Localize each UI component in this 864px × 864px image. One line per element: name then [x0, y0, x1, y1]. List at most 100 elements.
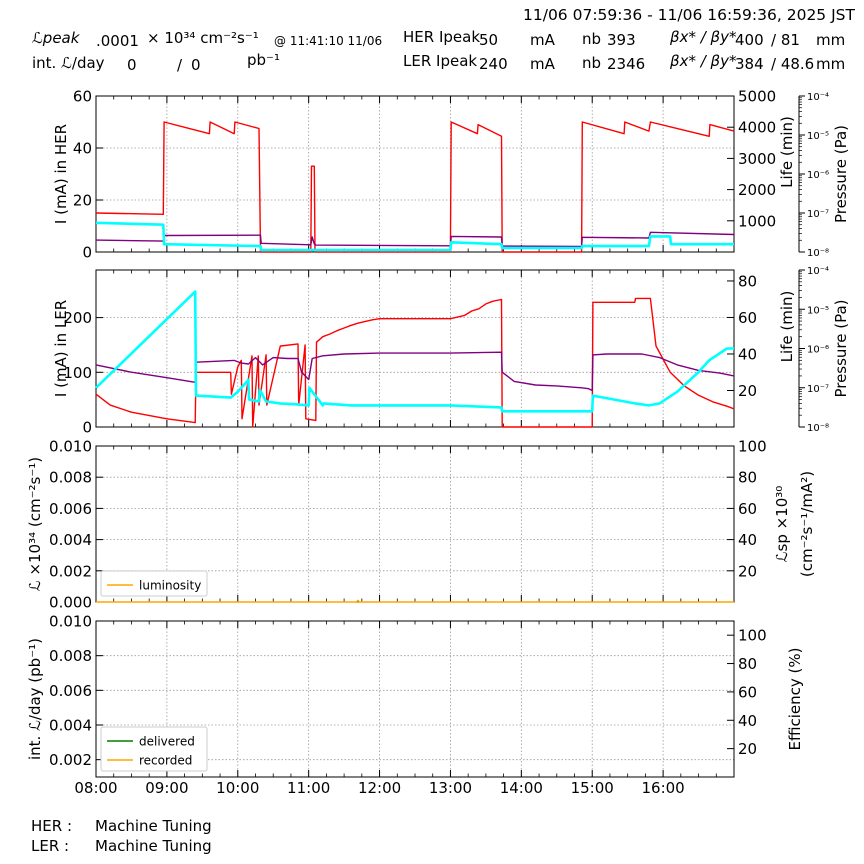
- ler-beta-x: 384: [735, 55, 764, 73]
- y-tick-label: 0.002: [49, 562, 92, 580]
- ler-ipeak-label: LER Ipeak: [403, 52, 478, 70]
- y-tick-label: 0.006: [49, 682, 92, 700]
- her-ipeak-label: HER Ipeak: [403, 28, 480, 46]
- x-tick-label: 13:00: [429, 779, 472, 797]
- y-tick-label: 0.010: [49, 613, 92, 631]
- legend-label-recorded: recorded: [139, 754, 192, 768]
- y-right-tick-label: 100: [738, 438, 767, 456]
- panel-her: 0 20 40 60I (mA) in HER 1000 2000 3000 4000 5000…: [52, 88, 850, 262]
- y-right-tick-label: 80: [738, 272, 757, 290]
- y-tick-label: 0.000: [49, 594, 92, 612]
- x-tick-label: 16:00: [641, 779, 684, 797]
- series-current: [95, 121, 735, 253]
- her-beta-unit: mm: [816, 31, 846, 49]
- y-axis-label: ℒ ×10³⁴ (cm⁻²s⁻¹): [26, 457, 44, 591]
- y-right-tick-label: 2000: [738, 181, 776, 199]
- x-tick-label: 09:00: [145, 779, 188, 797]
- panel-luminosity: 0.000 0.002 0.004 0.006 0.008 0.010 ℒ ×10³⁴ (c…: [26, 438, 816, 612]
- pressure-tick-label: 10⁻⁵: [807, 305, 829, 316]
- ler-beta-unit: mm: [816, 55, 846, 73]
- y-right-tick-label: 20: [738, 562, 757, 580]
- legend-label-luminosity: luminosity: [139, 579, 201, 593]
- x-tick-label: 15:00: [571, 779, 614, 797]
- intl-sep: /: [177, 56, 183, 74]
- lpeak-value: .0001: [96, 32, 139, 50]
- y-right-axis-label: ℒsp ×10³⁰: [773, 486, 791, 563]
- time-range: 11/06 07:59:36 - 11/06 16:59:36, 2025 JS…: [523, 6, 855, 24]
- intl-label: int. ℒ/day: [32, 54, 105, 72]
- pressure-tick-label: 10⁻⁵: [807, 131, 829, 142]
- pressure-tick-label: 10⁻⁴: [807, 266, 829, 277]
- footer-ler-label: LER :: [31, 837, 70, 855]
- her-nb-label: nb: [582, 30, 602, 48]
- y-tick-label: 0.006: [49, 500, 92, 518]
- her-beta-label: βx* / βy*: [670, 28, 737, 46]
- y-right-tick-label: 40: [738, 345, 757, 363]
- y-right-axis-label-units: (cm⁻²s⁻¹/mA²): [798, 471, 816, 577]
- y-right-tick-label: 60: [738, 309, 757, 327]
- y-tick-label: 200: [63, 309, 92, 327]
- series-current: [95, 297, 735, 428]
- pressure-axis-label: Pressure (Pa): [832, 125, 850, 223]
- y-tick-label: 0.008: [49, 469, 92, 487]
- x-tick-label: 08:00: [74, 779, 117, 797]
- series-luminosity: [96, 599, 734, 603]
- y-right-tick-label: 40: [738, 531, 757, 549]
- y-axis-label: I (mA) in LER: [52, 300, 70, 397]
- intl-unit: pb⁻¹: [247, 51, 280, 69]
- pressure-tick-label: 10⁻⁷: [807, 209, 829, 220]
- ler-nb-value: 2346: [607, 55, 646, 73]
- her-beta-y: / 81: [771, 31, 800, 49]
- legend-box: [100, 570, 208, 597]
- x-tick-label: 10:00: [216, 779, 259, 797]
- ler-ipeak-unit: mA: [530, 55, 555, 73]
- legend: luminosity: [100, 570, 208, 597]
- pressure-tick-label: 10⁻⁸: [807, 248, 829, 259]
- intl-recorded: 0: [191, 56, 201, 74]
- y-right-tick-label: 60: [738, 500, 757, 518]
- pressure-axis-label: Pressure (Pa): [832, 299, 850, 397]
- y-right-tick-label: 20: [738, 382, 757, 400]
- pressure-tick-label: 10⁻⁶: [807, 170, 829, 181]
- y-right-tick-label: 100: [738, 627, 767, 645]
- y-tick-label: 0.002: [49, 751, 92, 769]
- y-tick-label: 0.008: [49, 647, 92, 665]
- series-pressure: [95, 221, 734, 252]
- footer-her-label: HER :: [31, 817, 73, 835]
- series-pressure: [95, 290, 734, 413]
- footer-her-status: Machine Tuning: [95, 817, 212, 835]
- her-beta-x: 400: [735, 31, 764, 49]
- y-right-tick-label: 60: [738, 683, 757, 701]
- series-life: [95, 231, 735, 248]
- x-tick-label: 12:00: [358, 779, 401, 797]
- y-tick-label: 20: [73, 192, 92, 210]
- y-right-axis-label: Life (min): [778, 291, 796, 363]
- y-right-axis-label: Efficiency (%): [786, 648, 804, 751]
- y-tick-label: 0: [82, 244, 92, 262]
- x-tick-label: 14:00: [500, 779, 543, 797]
- y-tick-label: 0.004: [49, 717, 92, 735]
- ler-beta-y: / 48.6: [771, 55, 815, 73]
- series-life: [95, 351, 735, 392]
- y-right-tick-label: 40: [738, 712, 757, 730]
- legend: delivered recorded: [100, 726, 208, 772]
- y-right-tick-label: 80: [738, 469, 757, 487]
- lpeak-label: ℒpeak: [32, 29, 80, 47]
- ler-nb-label: nb: [582, 54, 602, 72]
- y-right-tick-label: 80: [738, 655, 757, 673]
- y-tick-label: 40: [73, 140, 92, 158]
- panel-integrated: 0.002 0.004 0.006 0.008 0.010 int. ℒ/day (pb⁻…: [26, 613, 804, 778]
- x-tick-label: 11:00: [287, 779, 330, 797]
- lpeak-unit: × 10³⁴ cm⁻²s⁻¹: [147, 29, 259, 47]
- y-right-tick-label: 4000: [738, 119, 776, 137]
- legend-label-delivered: delivered: [139, 735, 195, 749]
- ler-ipeak-value: 240: [479, 55, 508, 73]
- her-nb-value: 393: [607, 31, 636, 49]
- lpeak-time: @ 11:41:10 11/06: [274, 34, 383, 48]
- y-right-tick-label: 3000: [738, 150, 776, 168]
- y-right-tick-label: 5000: [738, 88, 776, 106]
- ler-beta-label: βx* / βy*: [670, 52, 737, 70]
- pressure-tick-label: 10⁻⁸: [807, 423, 829, 434]
